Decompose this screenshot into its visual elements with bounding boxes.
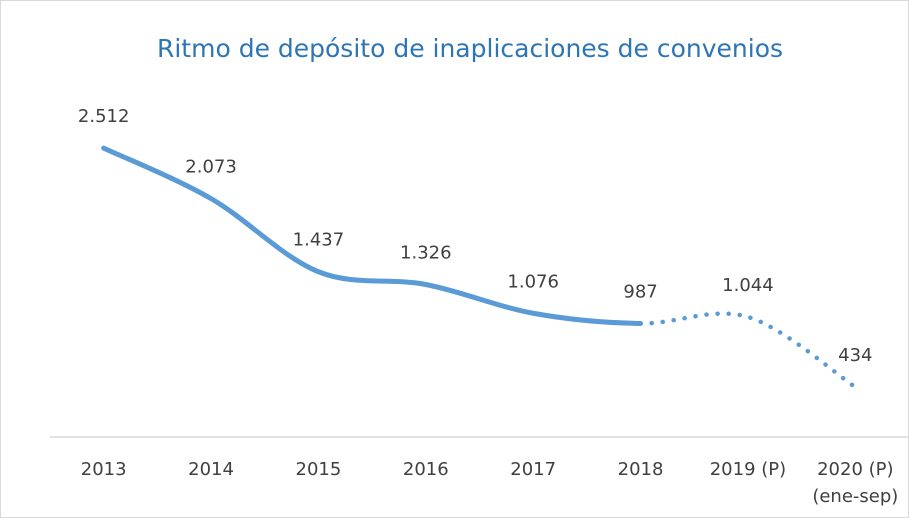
data-label: 434	[838, 345, 872, 366]
line-series	[638, 311, 858, 390]
x-tick-label: 2016	[402, 459, 449, 480]
data-label: 1.326	[400, 243, 452, 264]
line-series	[101, 145, 644, 326]
data-label: 1.076	[507, 271, 559, 292]
x-tick-label: 2013	[80, 459, 127, 480]
data-label: 987	[623, 281, 657, 302]
data-label: 2.073	[185, 157, 237, 178]
data-label: 1.044	[722, 275, 774, 296]
x-tick-label: 2014	[188, 459, 234, 480]
x-tick-label: 2015	[295, 459, 342, 480]
data-label: 2.512	[78, 106, 130, 127]
x-tick-label: 2020 (P) (ene-sep)	[812, 459, 899, 507]
x-tick-label: 2017	[510, 459, 557, 480]
x-tick-label: 2018	[617, 459, 664, 480]
data-label: 1.437	[293, 230, 345, 251]
chart-title: Ritmo de depósito de inaplicaciones de c…	[157, 34, 783, 63]
x-tick-label: 2019 (P)	[709, 459, 787, 480]
